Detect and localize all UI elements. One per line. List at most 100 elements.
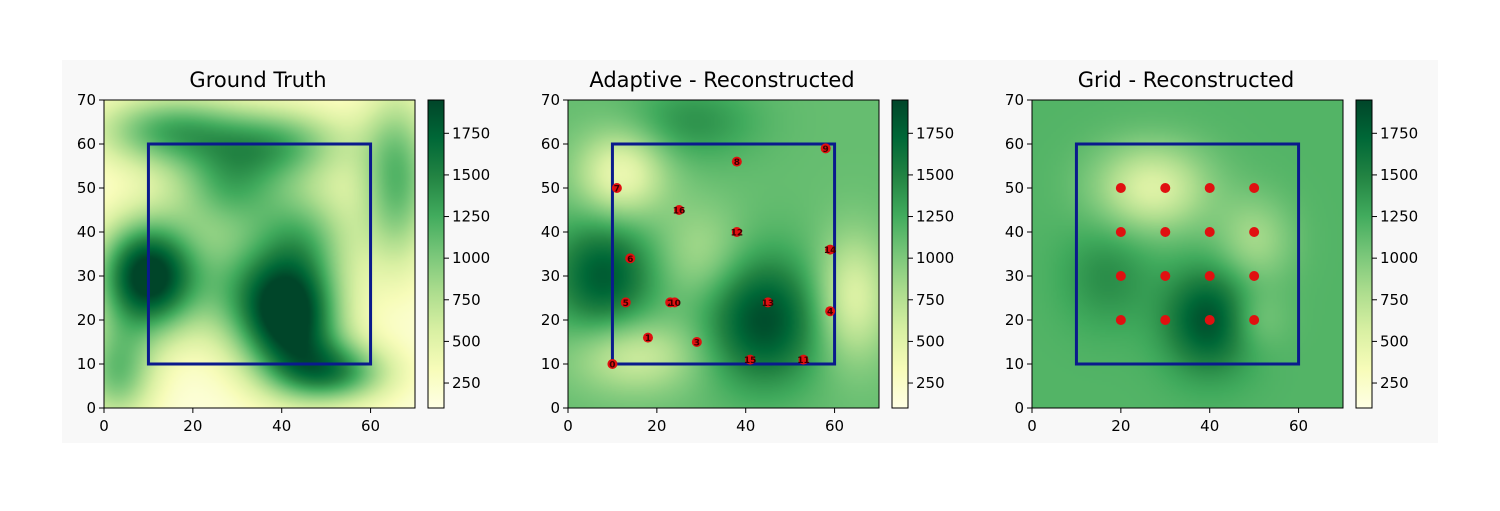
sample-point	[762, 297, 773, 308]
colorbar-tick-label: 1000	[1380, 249, 1418, 267]
x-tick-label: 0	[99, 417, 109, 435]
panel-grid-reconstructed: Grid - Reconstructed 0 20 40 60 0 10 20 30 40 50 6…	[1005, 68, 1418, 435]
y-tick-label: 40	[1005, 223, 1024, 241]
colorbar-tick-label: 500	[452, 332, 481, 350]
panel-adaptive-reconstructed: Adaptive - Reconstructed 076512101638121…	[541, 68, 954, 435]
y-tick-label: 60	[541, 135, 560, 153]
sample-point	[1204, 271, 1215, 281]
colorbar-tick-label: 500	[1380, 332, 1409, 350]
colorbar-tick-label: 1000	[916, 249, 954, 267]
x-tick-label: 20	[183, 417, 202, 435]
sample-point	[798, 354, 809, 365]
sample-point	[1249, 315, 1260, 325]
sample-point	[642, 332, 653, 343]
y-tick-label: 50	[541, 179, 560, 197]
axes-frame	[567, 99, 880, 409]
y-tick-label: 50	[77, 179, 96, 197]
y-tick-label: 40	[541, 223, 560, 241]
sample-point-label: 6	[627, 255, 633, 265]
y-tick-label: 30	[77, 267, 96, 285]
sample-point	[674, 205, 685, 215]
sample-point	[820, 143, 831, 154]
panel-title: Ground Truth	[189, 68, 326, 92]
sample-point	[607, 359, 618, 369]
x-tick-label: 20	[647, 417, 666, 435]
sample-point	[1249, 271, 1260, 281]
region-rectangle	[610, 142, 837, 366]
colorbar-tick-label: 1250	[916, 208, 954, 226]
sample-point	[1115, 183, 1126, 193]
colorbar-tick-label: 1750	[452, 124, 490, 142]
colorbar-tick-label: 750	[1380, 291, 1409, 309]
y-tick-label: 70	[1005, 91, 1024, 109]
colorbar	[427, 99, 445, 409]
sample-point-label: 16	[673, 207, 686, 217]
colorbar-tick-label: 1500	[452, 166, 490, 184]
y-tick-label: 70	[541, 91, 560, 109]
x-tick-label: 40	[736, 417, 755, 435]
sample-point	[1115, 315, 1126, 325]
sample-point-label: 4	[827, 308, 833, 318]
colorbar-tick-label: 250	[452, 374, 481, 392]
colorbar	[1355, 99, 1373, 409]
y-tick-label: 10	[1005, 355, 1024, 373]
sample-point	[1160, 315, 1171, 325]
colorbar-tick-label: 1750	[1380, 124, 1418, 142]
colorbar-tick-label: 1250	[1380, 208, 1418, 226]
sample-point	[1249, 183, 1260, 193]
sample-point	[1204, 227, 1215, 237]
colorbar-tick-label: 250	[1380, 374, 1409, 392]
y-tick-label: 30	[541, 267, 560, 285]
sample-point-label: 5	[623, 299, 629, 309]
region-rectangle	[146, 142, 373, 366]
heatmap-field	[1032, 100, 1343, 408]
sample-point	[745, 354, 756, 365]
y-tick-label: 30	[1005, 267, 1024, 285]
sample-point	[731, 227, 742, 237]
sample-point	[669, 297, 680, 308]
y-tick-label: 70	[77, 91, 96, 109]
colorbar-tick-label: 1500	[1380, 166, 1418, 184]
sample-point-label: 7	[614, 185, 620, 195]
sample-point	[825, 244, 836, 255]
colorbar-tick-label: 750	[452, 291, 481, 309]
y-tick-label: 50	[1005, 179, 1024, 197]
y-tick-label: 60	[77, 135, 96, 153]
sample-point	[1204, 183, 1215, 193]
x-tick-label: 40	[1200, 417, 1219, 435]
axes-frame	[1031, 99, 1344, 409]
panel-ground-truth: Ground Truth 0 20 40 60 0 10 20 30 40 50 60 70 250 50…	[77, 68, 490, 435]
sample-point-label: 14	[824, 246, 837, 256]
sample-point-label: 0	[609, 361, 615, 371]
sample-point-label: 3	[694, 339, 700, 349]
colorbar	[891, 99, 909, 409]
x-tick-label: 60	[1289, 417, 1308, 435]
sample-point	[691, 337, 702, 347]
x-tick-label: 0	[563, 417, 573, 435]
sample-point	[825, 306, 836, 317]
sample-point-label: 11	[797, 356, 810, 366]
y-tick-label: 0	[86, 399, 96, 417]
y-tick-label: 0	[550, 399, 560, 417]
sample-point	[1160, 271, 1171, 281]
region-rectangle	[1074, 142, 1301, 366]
colorbar-tick-label: 1000	[452, 249, 490, 267]
sample-point-label: 9	[823, 145, 829, 155]
sample-point-label: 10	[668, 299, 681, 309]
y-tick-label: 20	[77, 311, 96, 329]
sample-point	[1115, 271, 1126, 281]
sample-point	[1115, 227, 1126, 237]
y-tick-label: 40	[77, 223, 96, 241]
sample-point-label: 13	[762, 299, 775, 309]
panel-title: Grid - Reconstructed	[1078, 68, 1294, 92]
axes-frame	[103, 99, 416, 409]
sample-point-label: 15	[744, 356, 757, 366]
panel-title: Adaptive - Reconstructed	[589, 68, 854, 92]
x-tick-label: 60	[825, 417, 844, 435]
x-tick-label: 60	[361, 417, 380, 435]
colorbar-tick-label: 500	[916, 332, 945, 350]
colorbar-tick-label: 1500	[916, 166, 954, 184]
sample-point	[1249, 227, 1260, 237]
x-tick-label: 40	[272, 417, 291, 435]
